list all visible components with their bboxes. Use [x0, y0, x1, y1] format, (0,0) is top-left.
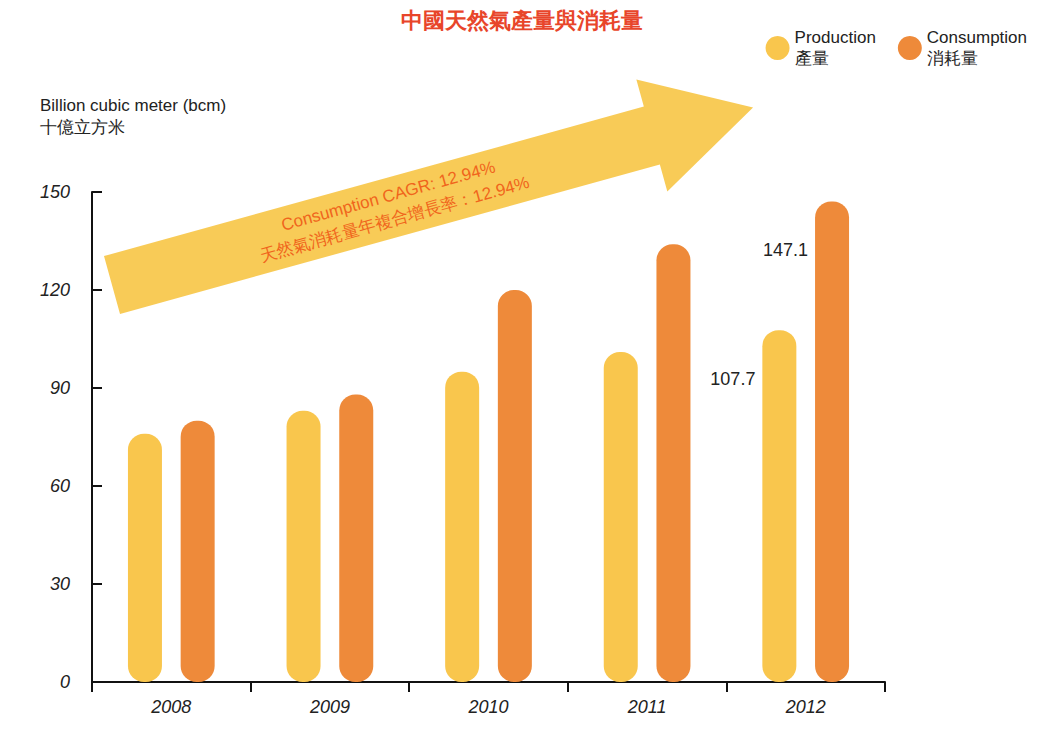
svg-text:2012: 2012 — [785, 697, 826, 717]
svg-text:Billion cubic meter (bcm): Billion cubic meter (bcm) — [40, 96, 226, 115]
svg-text:147.1: 147.1 — [763, 240, 808, 260]
svg-text:天然氣消耗量年複合增長率：12.94%: 天然氣消耗量年複合增長率：12.94% — [258, 173, 532, 266]
svg-text:2009: 2009 — [309, 697, 350, 717]
svg-text:Consumption CAGR: 12.94%: Consumption CAGR: 12.94% — [279, 157, 498, 235]
svg-text:Production: Production — [795, 28, 876, 47]
svg-text:60: 60 — [50, 476, 70, 496]
svg-text:0: 0 — [60, 672, 70, 692]
svg-text:90: 90 — [50, 378, 70, 398]
svg-text:120: 120 — [40, 280, 70, 300]
svg-text:中國天然氣產量與消耗量: 中國天然氣產量與消耗量 — [401, 8, 643, 33]
svg-text:150: 150 — [40, 182, 70, 202]
svg-text:30: 30 — [50, 574, 70, 594]
svg-text:2010: 2010 — [467, 697, 508, 717]
svg-text:2008: 2008 — [150, 697, 191, 717]
svg-text:2011: 2011 — [627, 697, 667, 717]
svg-text:Consumption: Consumption — [927, 28, 1027, 47]
svg-text:十億立方米: 十億立方米 — [40, 118, 125, 137]
svg-text:產量: 產量 — [795, 49, 829, 68]
svg-text:消耗量: 消耗量 — [927, 49, 978, 68]
svg-text:107.7: 107.7 — [710, 369, 755, 389]
